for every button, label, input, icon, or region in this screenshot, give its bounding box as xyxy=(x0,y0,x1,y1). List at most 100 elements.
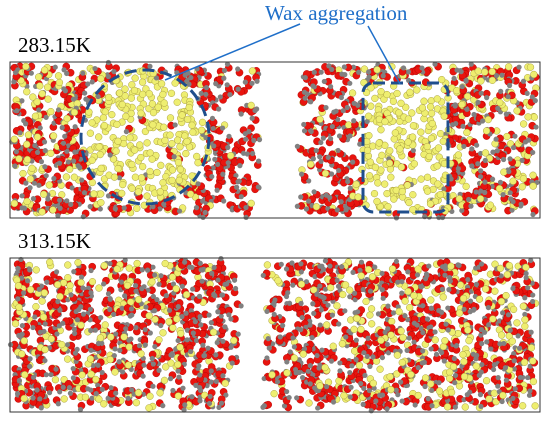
atom-yellow xyxy=(338,340,347,348)
atom-yellow xyxy=(139,162,147,171)
atom-gray xyxy=(125,395,131,401)
atom-gray xyxy=(384,406,390,412)
atom-gray xyxy=(107,260,113,267)
atom-gray xyxy=(78,274,85,280)
atom-gray xyxy=(7,342,14,348)
atom-gray xyxy=(311,189,317,195)
atom-yellow xyxy=(505,63,513,71)
atom-yellow xyxy=(268,371,276,379)
atom-gray xyxy=(301,89,308,95)
atom-gray xyxy=(215,309,221,315)
atom-gray xyxy=(464,106,470,112)
atom-gray xyxy=(234,184,240,190)
atom-yellow xyxy=(434,180,442,188)
atom-gray xyxy=(23,180,29,186)
atom-gray xyxy=(528,329,534,335)
atom-yellow xyxy=(146,149,154,157)
atom-gray xyxy=(498,88,504,94)
atom-gray xyxy=(41,139,48,145)
atom-gray xyxy=(486,322,492,328)
atom-gray xyxy=(123,326,129,332)
atom-gray xyxy=(360,401,366,407)
atom-yellow xyxy=(388,265,397,273)
atom-yellow xyxy=(149,121,157,129)
atom-gray xyxy=(453,121,459,127)
atom-gray xyxy=(67,390,74,396)
atom-gray xyxy=(99,369,105,376)
atom-yellow xyxy=(434,144,443,152)
atom-yellow xyxy=(402,103,410,111)
atom-gray xyxy=(193,205,200,211)
atom-gray xyxy=(214,187,220,193)
atom-yellow xyxy=(453,86,461,95)
atom-yellow xyxy=(369,379,377,387)
atom-gray xyxy=(485,304,491,311)
atom-yellow xyxy=(46,258,54,266)
atom-gray xyxy=(429,403,435,409)
atom-yellow xyxy=(404,287,412,296)
atom-yellow xyxy=(70,108,79,116)
atom-gray xyxy=(105,291,112,297)
atom-gray xyxy=(489,176,496,182)
panel-label: 313.15K xyxy=(18,229,91,253)
atom-gray xyxy=(197,314,203,320)
atom-yellow xyxy=(110,173,119,181)
atom-yellow xyxy=(522,263,530,271)
atom-yellow xyxy=(151,315,159,324)
atom-gray xyxy=(343,207,349,213)
atom-gray xyxy=(168,352,174,358)
atom-yellow xyxy=(88,119,96,127)
atom-gray xyxy=(454,342,460,349)
atom-yellow xyxy=(392,186,400,194)
atom-gray xyxy=(284,388,290,395)
atom-gray xyxy=(442,263,449,269)
atom-gray xyxy=(469,146,475,152)
atom-yellow xyxy=(474,67,482,75)
atom-yellow xyxy=(137,350,145,358)
atom-gray xyxy=(479,118,486,124)
atom-yellow xyxy=(15,155,23,163)
atom-yellow xyxy=(436,129,445,138)
atom-yellow xyxy=(505,261,513,270)
atom-yellow xyxy=(137,109,145,117)
atom-gray xyxy=(345,178,351,185)
atom-yellow xyxy=(247,199,255,207)
atom-yellow xyxy=(161,259,169,268)
atom-gray xyxy=(278,261,284,267)
atom-yellow xyxy=(461,403,469,411)
atom-yellow xyxy=(441,337,449,345)
atom-yellow xyxy=(77,321,85,329)
atom-yellow xyxy=(127,94,135,102)
atom-gray xyxy=(24,278,31,284)
atom-yellow xyxy=(316,115,324,123)
atom-yellow xyxy=(393,351,401,359)
atom-gray xyxy=(302,95,308,101)
atom-yellow xyxy=(209,328,218,336)
atom-gray xyxy=(317,154,323,160)
atom-yellow xyxy=(119,180,127,189)
atom-yellow xyxy=(290,354,299,362)
atom-gray xyxy=(436,380,442,386)
atom-yellow xyxy=(14,282,23,290)
atom-gray xyxy=(445,305,451,311)
atom-yellow xyxy=(401,297,409,305)
atom-gray xyxy=(55,298,61,305)
atom-gray xyxy=(445,327,451,333)
atom-yellow xyxy=(49,132,58,140)
atom-yellow xyxy=(350,347,359,355)
atom-gray xyxy=(200,342,206,348)
atom-yellow xyxy=(407,370,415,379)
atom-gray xyxy=(53,269,60,275)
atom-yellow xyxy=(70,173,78,181)
atom-gray xyxy=(68,292,74,298)
atom-gray xyxy=(503,377,510,383)
atom-gray xyxy=(530,292,536,298)
atom-yellow xyxy=(521,322,529,330)
atom-yellow xyxy=(373,197,381,206)
atom-gray xyxy=(133,325,139,331)
atom-gray xyxy=(170,387,176,394)
atom-gray xyxy=(211,291,217,297)
atom-gray xyxy=(347,394,353,400)
atom-gray xyxy=(42,148,48,154)
atom-gray xyxy=(73,308,79,315)
